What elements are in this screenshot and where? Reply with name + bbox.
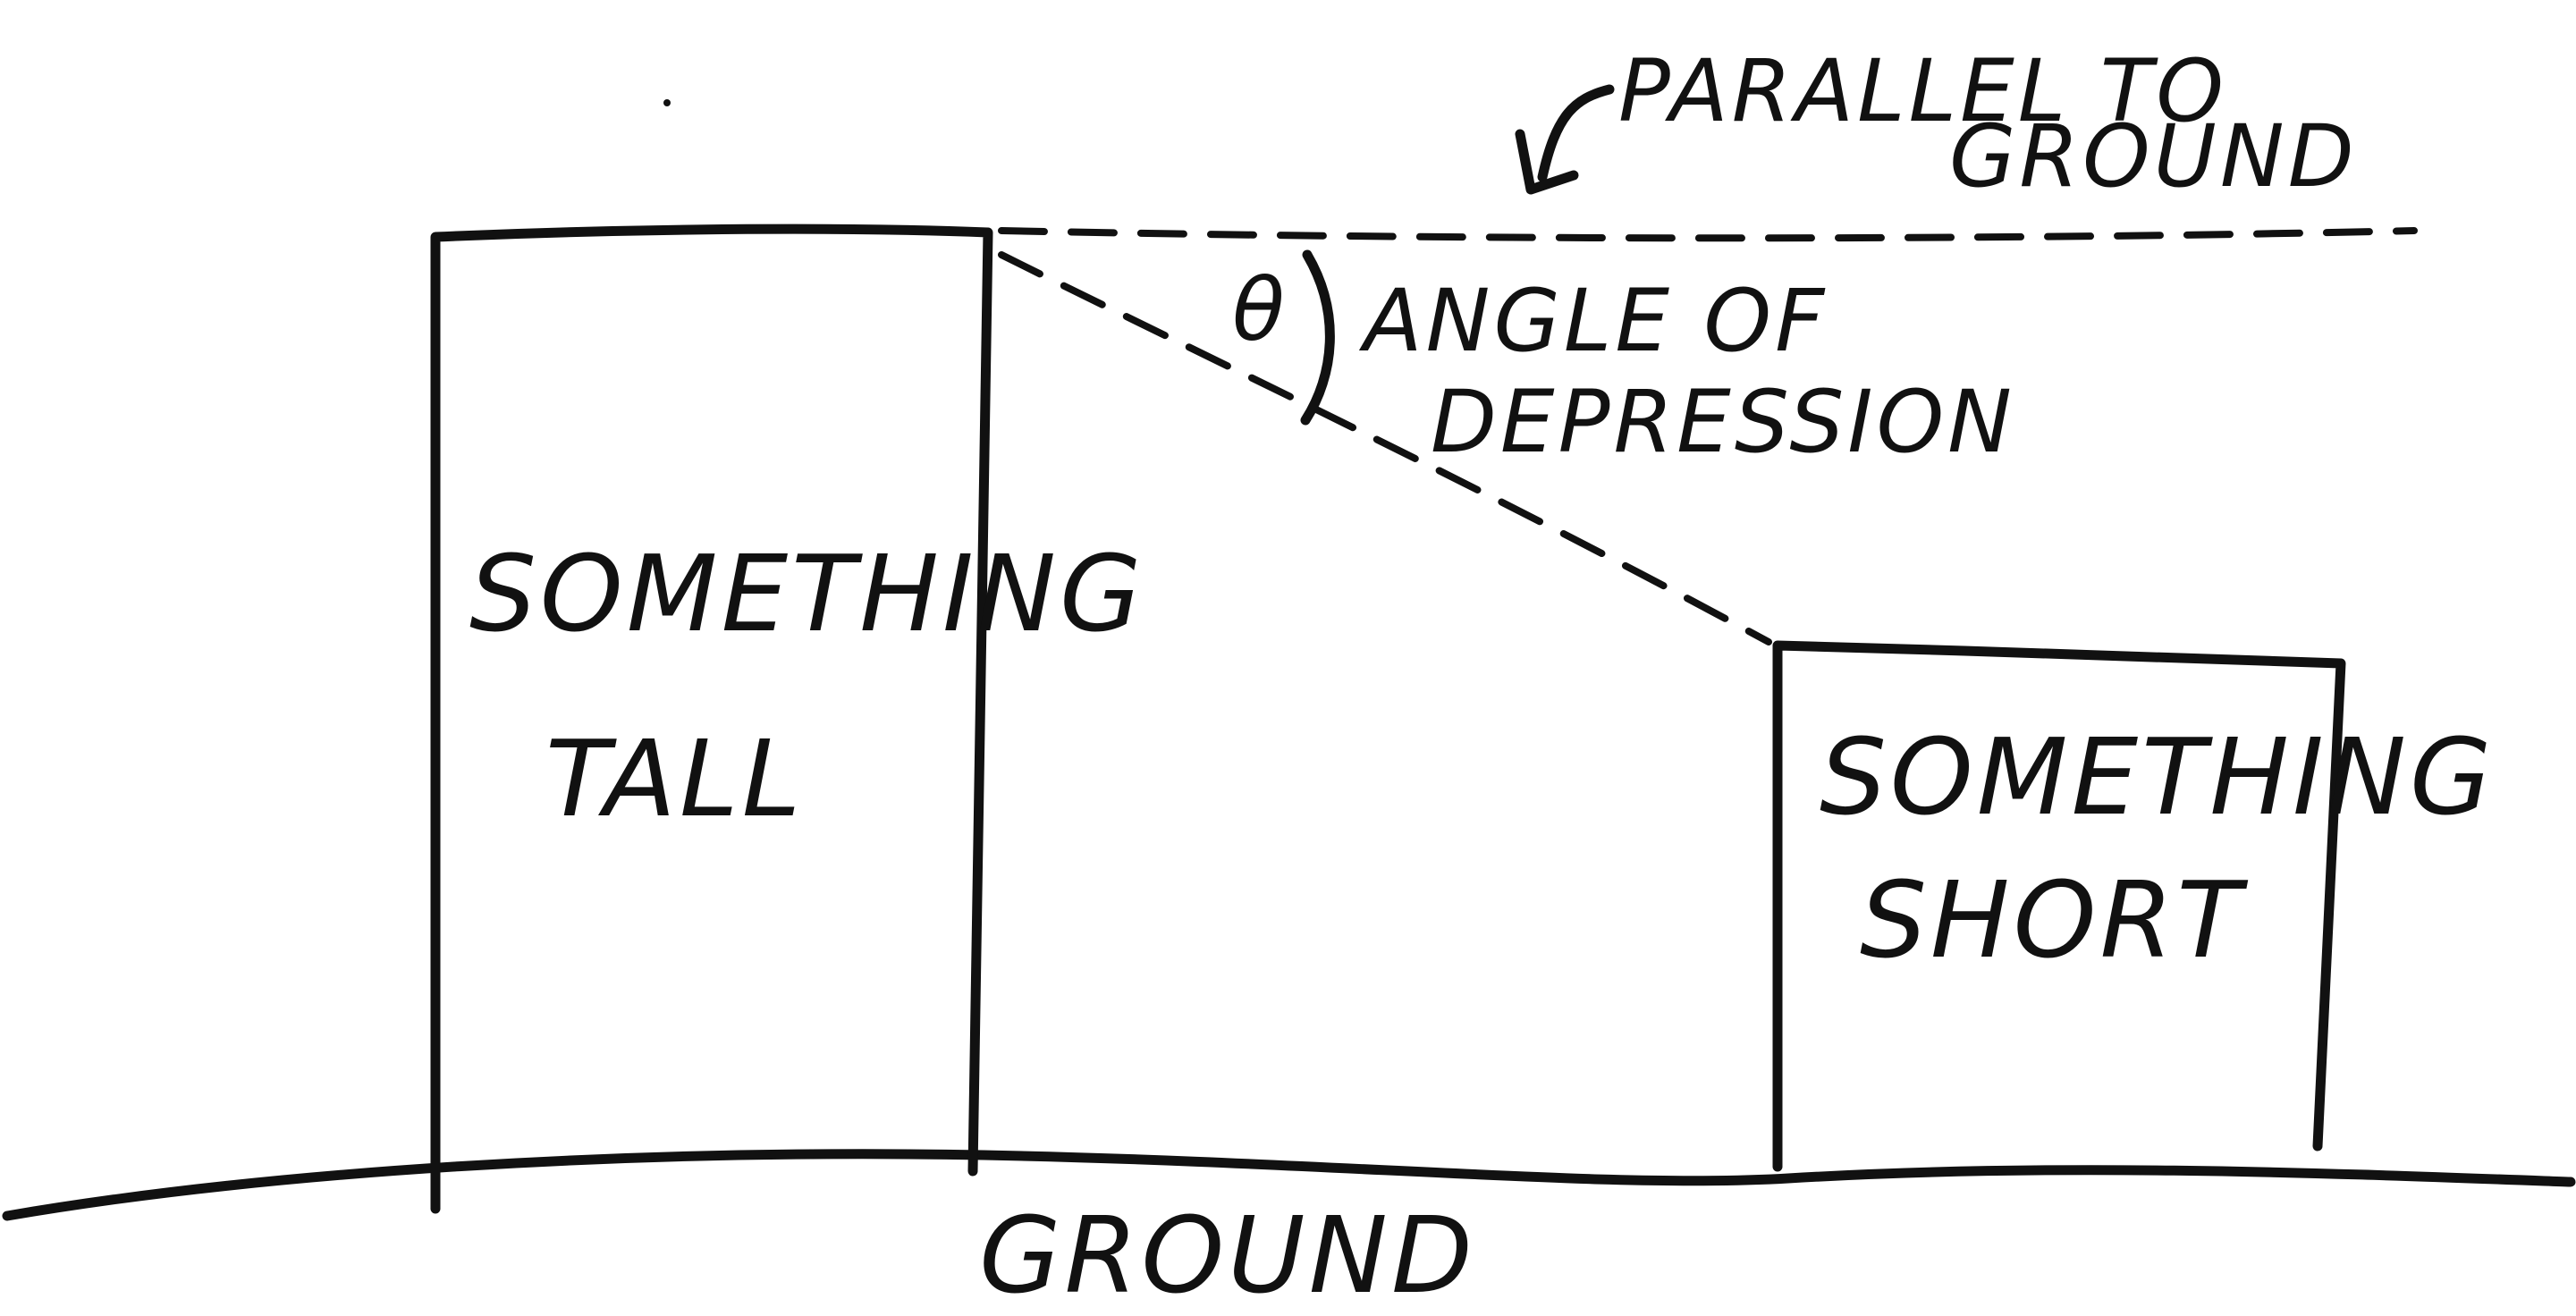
parallel-to-ground-dashed-line (998, 227, 2418, 242)
short-object-label-line1: SOMETHING (1820, 715, 2495, 839)
ground-label: GROUND (979, 1194, 1476, 1316)
angle-symbol: θ (1232, 260, 1288, 360)
pointer-arrow-head (1515, 129, 1579, 195)
stray-dot (663, 99, 671, 106)
angle-arc (1300, 249, 1335, 426)
angle-label-line1: ANGLE OF (1358, 271, 1828, 371)
angle-label-line2: DEPRESSION (1431, 372, 2015, 472)
tall-object-label-line2: TALL (545, 717, 804, 840)
short-object-label-line2: SHORT (1860, 858, 2249, 982)
tall-object-label-line1: SOMETHING (469, 532, 1144, 655)
line-of-sight-dashed-line (998, 251, 1772, 645)
short-object-box (1772, 640, 2346, 1172)
pointer-arrow (1537, 84, 1615, 182)
parallel-label-line1: PARALLEL TO (1618, 41, 2227, 141)
parallel-label-line2: GROUND (1949, 106, 2358, 207)
tall-object-box (430, 224, 993, 1214)
ground-line (2, 1149, 2576, 1221)
